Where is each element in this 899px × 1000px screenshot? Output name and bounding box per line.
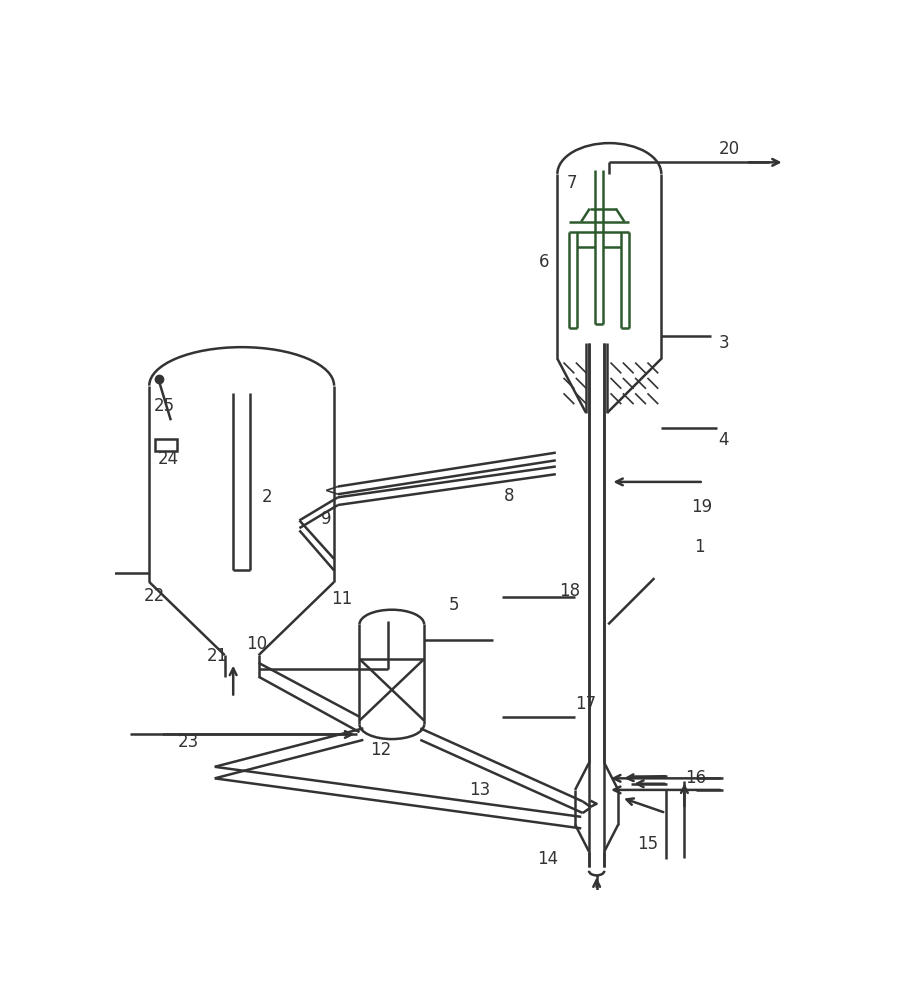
Bar — [156, 439, 177, 451]
Text: 22: 22 — [144, 587, 165, 605]
Text: 12: 12 — [370, 741, 392, 759]
Text: 1: 1 — [694, 538, 705, 556]
Text: 13: 13 — [469, 781, 491, 799]
Text: 5: 5 — [449, 596, 459, 614]
Text: 11: 11 — [331, 590, 352, 608]
Text: 7: 7 — [566, 174, 577, 192]
Text: 18: 18 — [559, 582, 580, 600]
Text: 8: 8 — [504, 487, 514, 505]
Text: 6: 6 — [539, 253, 549, 271]
Text: 25: 25 — [154, 397, 175, 415]
Text: 3: 3 — [718, 334, 729, 352]
Text: 16: 16 — [686, 769, 707, 787]
Text: 24: 24 — [158, 450, 179, 468]
Text: 4: 4 — [718, 431, 729, 449]
Text: 2: 2 — [262, 488, 272, 506]
Text: 21: 21 — [207, 647, 227, 665]
Text: 20: 20 — [719, 140, 740, 158]
Text: 9: 9 — [321, 510, 331, 528]
Text: 14: 14 — [538, 850, 558, 868]
Text: 10: 10 — [246, 635, 267, 653]
Text: 19: 19 — [691, 498, 712, 516]
Text: 23: 23 — [178, 733, 200, 751]
Text: 17: 17 — [574, 695, 596, 713]
Text: 15: 15 — [637, 835, 658, 853]
